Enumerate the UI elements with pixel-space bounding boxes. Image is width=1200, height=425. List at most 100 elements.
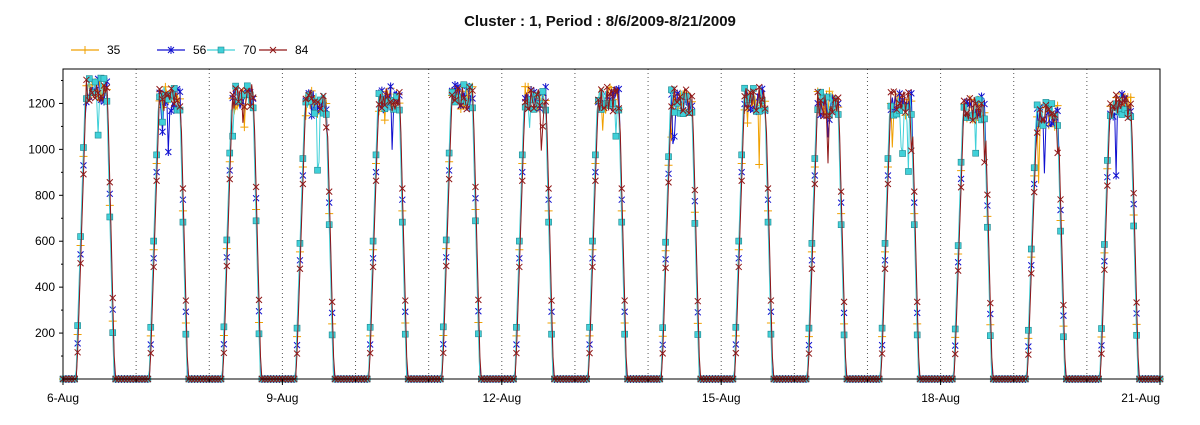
data-point bbox=[311, 98, 318, 106]
data-point bbox=[978, 100, 985, 107]
data-point bbox=[83, 76, 90, 84]
series-line-84 bbox=[63, 79, 1160, 380]
data-point bbox=[91, 94, 99, 102]
x-tick-label: 12-Aug bbox=[482, 391, 521, 405]
data-point bbox=[972, 100, 980, 108]
data-point bbox=[612, 132, 620, 140]
data-point bbox=[688, 92, 696, 100]
data-point bbox=[328, 331, 336, 339]
data-point bbox=[311, 110, 318, 117]
data-point bbox=[176, 87, 184, 96]
data-point bbox=[831, 96, 839, 104]
data-point bbox=[606, 90, 614, 98]
x-axis: 6-Aug 9-Aug 12-Aug 15-Aug 18-Aug 21-Aug bbox=[47, 379, 1161, 405]
data-point bbox=[77, 259, 84, 267]
data-point bbox=[896, 107, 903, 114]
data-point bbox=[738, 177, 746, 185]
data-point bbox=[475, 330, 482, 338]
data-point bbox=[153, 151, 160, 159]
data-point bbox=[884, 155, 892, 162]
data-point bbox=[401, 297, 409, 304]
data-point bbox=[401, 330, 409, 338]
legend-marker bbox=[81, 46, 89, 54]
data-point bbox=[738, 151, 745, 159]
x-tick-label: 6-Aug bbox=[47, 391, 79, 405]
data-point bbox=[899, 92, 906, 99]
data-point bbox=[153, 177, 160, 185]
data-point bbox=[317, 105, 324, 113]
data-point bbox=[1027, 245, 1035, 253]
data-point bbox=[662, 264, 669, 272]
data-point bbox=[451, 97, 459, 104]
data-point bbox=[460, 81, 468, 89]
data-point bbox=[840, 331, 848, 339]
data-point bbox=[685, 109, 693, 117]
data-point bbox=[1133, 331, 1140, 339]
data-point bbox=[878, 350, 886, 357]
data-point bbox=[302, 95, 310, 103]
data-point bbox=[548, 297, 555, 304]
data-point bbox=[1098, 350, 1105, 358]
data-point bbox=[764, 185, 772, 192]
data-point bbox=[752, 106, 760, 114]
data-point bbox=[837, 188, 845, 195]
data-point bbox=[147, 349, 155, 357]
legend-label: 35 bbox=[107, 43, 121, 57]
data-point bbox=[1124, 114, 1132, 122]
data-point bbox=[1098, 325, 1105, 332]
data-point bbox=[521, 98, 529, 106]
data-point bbox=[1039, 115, 1047, 123]
data-point bbox=[235, 98, 242, 106]
data-point bbox=[156, 85, 163, 93]
data-point bbox=[1033, 101, 1041, 109]
data-point bbox=[88, 89, 96, 97]
data-point bbox=[536, 101, 544, 109]
data-point bbox=[398, 185, 406, 192]
data-point bbox=[612, 88, 620, 96]
data-point bbox=[735, 237, 743, 245]
data-point bbox=[77, 233, 84, 240]
data-point bbox=[682, 86, 690, 94]
data-point bbox=[817, 97, 825, 104]
data-point bbox=[85, 97, 93, 104]
data-point bbox=[445, 175, 453, 183]
data-point bbox=[457, 102, 465, 110]
data-point bbox=[1060, 333, 1067, 341]
data-point bbox=[986, 299, 994, 307]
data-point bbox=[1060, 301, 1067, 309]
legend: 35 56 70 84 bbox=[71, 43, 309, 57]
data-point bbox=[676, 93, 684, 101]
data-point bbox=[372, 177, 380, 185]
data-point bbox=[1036, 106, 1044, 113]
data-point bbox=[545, 185, 552, 192]
data-point bbox=[366, 349, 374, 357]
data-point bbox=[220, 349, 228, 357]
data-point bbox=[908, 111, 915, 118]
data-point bbox=[668, 103, 675, 110]
data-point bbox=[161, 82, 170, 91]
data-point bbox=[97, 92, 105, 100]
data-point bbox=[384, 92, 392, 100]
data-point bbox=[296, 265, 304, 273]
data-point bbox=[527, 86, 535, 94]
data-point bbox=[100, 82, 108, 89]
data-point bbox=[951, 350, 959, 358]
data-point bbox=[167, 85, 175, 92]
data-point bbox=[811, 155, 819, 162]
data-point bbox=[1048, 100, 1056, 107]
data-point bbox=[1101, 266, 1108, 274]
data-point bbox=[515, 263, 523, 271]
data-point bbox=[243, 82, 251, 90]
data-point bbox=[963, 109, 971, 117]
data-point bbox=[293, 350, 301, 357]
data-point bbox=[159, 127, 166, 136]
legend-marker bbox=[167, 46, 175, 54]
data-point bbox=[448, 91, 456, 99]
data-point bbox=[951, 325, 959, 333]
data-point bbox=[173, 97, 181, 104]
data-point bbox=[159, 118, 166, 126]
data-point bbox=[369, 263, 377, 271]
data-point bbox=[439, 323, 447, 331]
y-tick-label: 600 bbox=[35, 234, 55, 248]
data-point bbox=[86, 75, 93, 82]
